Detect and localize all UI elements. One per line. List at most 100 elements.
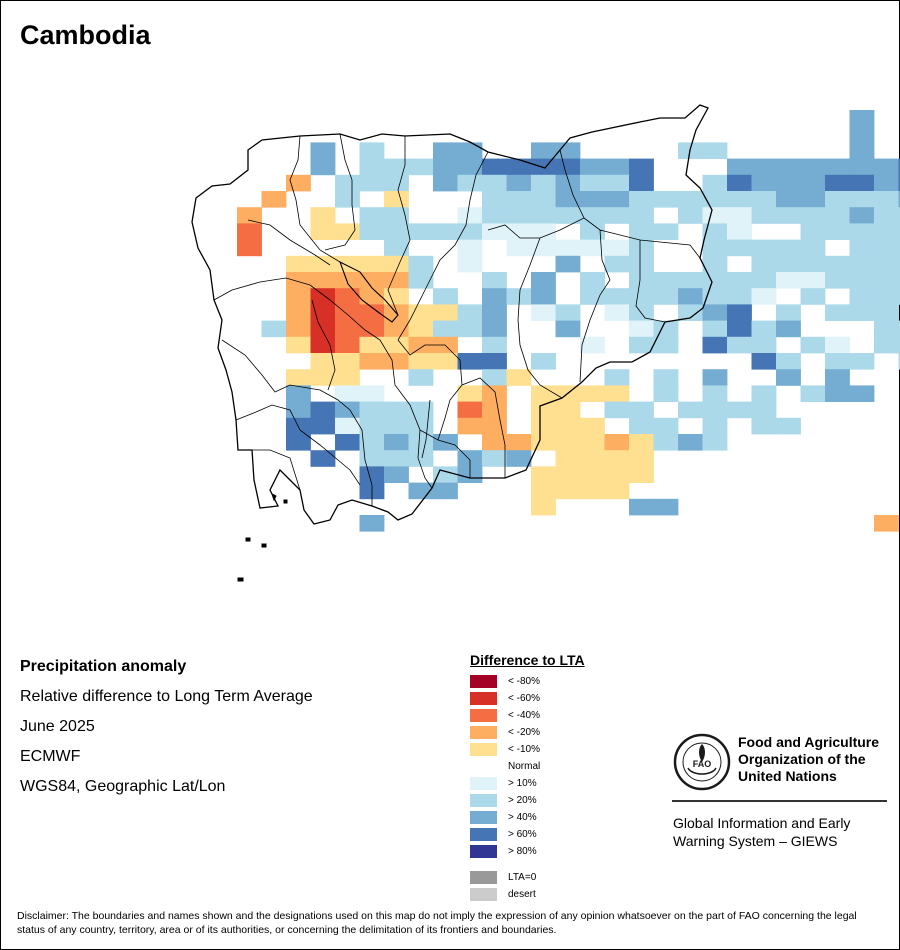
anomaly-cell [335, 191, 360, 208]
legend-extra-item-label: desert [508, 889, 536, 900]
anomaly-cell [825, 385, 850, 402]
anomaly-cell [702, 288, 728, 305]
legend-item-swatch [470, 828, 497, 841]
anomaly-cell [604, 482, 630, 500]
anomaly-cell [898, 239, 900, 257]
anomaly-cell [457, 385, 483, 402]
anomaly-cell [335, 320, 360, 338]
anomaly-cell [653, 272, 679, 289]
anomaly-cell [433, 466, 458, 483]
anomaly-cell [629, 288, 654, 305]
anomaly-cell [653, 223, 679, 240]
anomaly-cell [359, 207, 385, 224]
anomaly-cell [702, 417, 728, 435]
anomaly-cell [457, 158, 483, 176]
anomaly-cell [604, 288, 630, 305]
legend-item-swatch [470, 845, 497, 858]
anomaly-cell [335, 272, 360, 289]
anomaly-cell [531, 223, 556, 240]
anomaly-cell [286, 304, 311, 321]
anomaly-cell [604, 239, 630, 257]
anomaly-cell [702, 401, 728, 419]
anomaly-cell [457, 304, 483, 321]
anomaly-cell [359, 353, 385, 370]
anomaly-cell [727, 288, 752, 305]
anomaly-cell [237, 239, 262, 257]
anomaly-cell [874, 174, 899, 192]
anomaly-cell [286, 272, 311, 289]
anomaly-cell [482, 288, 507, 305]
legend-item-swatch [470, 777, 497, 790]
anomaly-cell [825, 304, 850, 321]
anomaly-cell [849, 239, 875, 257]
anomaly-cell [727, 304, 752, 321]
anomaly-cell [825, 223, 850, 240]
anomaly-cell [604, 434, 630, 451]
fao-logo-icon: FAO [673, 733, 731, 791]
anomaly-cell [874, 515, 899, 532]
anomaly-cell [874, 191, 899, 208]
legend-item-row: > 60% [470, 826, 585, 843]
legend-item-row: < -40% [470, 707, 585, 724]
anomaly-cell [702, 142, 728, 159]
anomaly-cell [751, 320, 777, 338]
anomaly-cell [482, 158, 507, 176]
anomaly-cell [408, 369, 434, 386]
anomaly-cell [580, 482, 605, 500]
islands [237, 493, 288, 582]
anomaly-cell [727, 191, 752, 208]
anomaly-cell [506, 191, 532, 208]
anomaly-cell [751, 385, 777, 402]
anomaly-cell [384, 255, 409, 273]
anomaly-cell [555, 434, 581, 451]
anomaly-cell [874, 304, 899, 321]
anomaly-cell [580, 434, 605, 451]
anomaly-cell [776, 191, 801, 208]
anomaly-cell [580, 336, 605, 354]
anomaly-cell [800, 191, 826, 208]
anomaly-cell [457, 255, 483, 273]
anomaly-cell [727, 336, 752, 354]
anomaly-cell [629, 498, 654, 516]
anomaly-cell [531, 174, 556, 192]
anomaly-cell [359, 434, 385, 451]
anomaly-cell [751, 417, 777, 435]
legend-item-label: > 10% [508, 778, 537, 789]
cambodia-border [191, 104, 713, 525]
anomaly-cell [580, 385, 605, 402]
anomaly-cell [482, 369, 507, 386]
anomaly-cell [825, 336, 850, 354]
anomaly-cell [482, 304, 507, 321]
anomaly-grid [237, 110, 900, 532]
anomaly-cell [359, 223, 385, 240]
anomaly-cell [359, 417, 385, 435]
legend-item-row: Normal [470, 758, 585, 775]
anomaly-cell [874, 223, 899, 240]
anomaly-cell [604, 401, 630, 419]
anomaly-cell [580, 288, 605, 305]
anomaly-cell [629, 450, 654, 467]
anomaly-cell [555, 401, 581, 419]
legend-item-swatch [470, 709, 497, 722]
anomaly-cell [506, 434, 532, 451]
anomaly-cell [678, 272, 703, 289]
anomaly-cell [359, 142, 385, 159]
anomaly-cell [800, 336, 826, 354]
anomaly-cell [555, 417, 581, 435]
anomaly-cell [482, 223, 507, 240]
anomaly-cell [849, 288, 875, 305]
anomaly-cell [702, 207, 728, 224]
anomaly-cell [898, 255, 900, 273]
tonle-sap-lake [339, 260, 399, 323]
anomaly-cell [727, 174, 752, 192]
anomaly-cell [286, 434, 311, 451]
anomaly-cell [335, 369, 360, 386]
anomaly-cell [310, 158, 336, 176]
anomaly-cell [702, 174, 728, 192]
anomaly-cell [604, 304, 630, 321]
anomaly-cell [751, 353, 777, 370]
anomaly-cell [849, 304, 875, 321]
anomaly-cell [849, 110, 875, 127]
anomaly-cell [898, 158, 900, 176]
anomaly-cell [384, 417, 409, 435]
